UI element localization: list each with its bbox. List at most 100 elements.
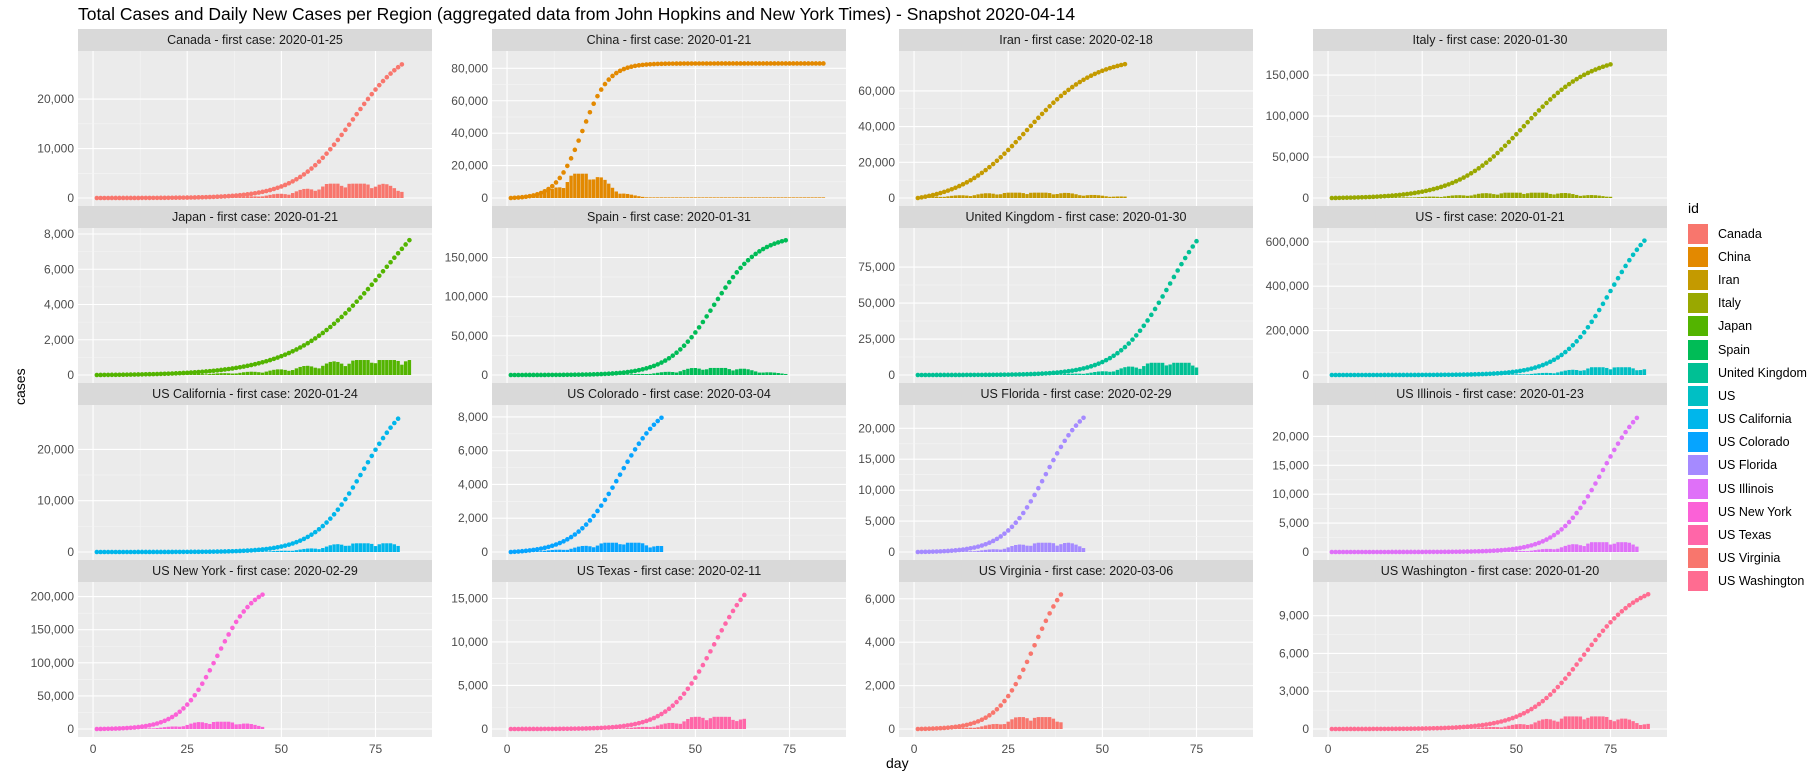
y-tick-label: 0 bbox=[67, 722, 74, 736]
daily-new-cases-bar bbox=[388, 185, 393, 198]
total-cases-point bbox=[1495, 720, 1500, 725]
total-cases-point bbox=[196, 195, 201, 200]
total-cases-point bbox=[938, 190, 943, 196]
facet-strip bbox=[78, 206, 432, 228]
total-cases-point bbox=[775, 240, 781, 245]
total-cases-point bbox=[508, 726, 514, 732]
total-cases-point bbox=[998, 703, 1003, 708]
total-cases-point bbox=[1036, 485, 1041, 491]
total-cases-point bbox=[1578, 334, 1583, 340]
daily-new-cases-bar bbox=[407, 360, 412, 375]
daily-new-cases-bar bbox=[1522, 374, 1526, 375]
total-cases-point bbox=[1370, 372, 1376, 378]
facet-strip-label: Japan - first case: 2020-01-21 bbox=[172, 210, 338, 224]
x-tick-label: 0 bbox=[90, 742, 97, 756]
total-cases-point bbox=[938, 372, 943, 378]
facet-strip-label: US Illinois - first case: 2020-01-23 bbox=[1396, 387, 1584, 401]
total-cases-point bbox=[207, 368, 213, 374]
total-cases-point bbox=[215, 368, 220, 373]
total-cases-point bbox=[659, 711, 664, 717]
daily-new-cases-bar bbox=[1514, 724, 1519, 729]
total-cases-point bbox=[358, 295, 363, 300]
total-cases-point bbox=[700, 61, 706, 66]
total-cases-point bbox=[1374, 372, 1380, 378]
daily-new-cases-bar bbox=[618, 544, 622, 552]
total-cases-point bbox=[775, 61, 781, 66]
total-cases-point bbox=[595, 508, 600, 514]
total-cases-point bbox=[711, 61, 717, 66]
total-cases-point bbox=[331, 142, 337, 147]
daily-new-cases-bar bbox=[226, 373, 231, 375]
total-cases-point bbox=[132, 372, 137, 377]
total-cases-point bbox=[934, 191, 939, 197]
total-cases-point bbox=[568, 372, 574, 378]
total-cases-point bbox=[1638, 242, 1643, 248]
legend-label: US New York bbox=[1718, 504, 1792, 519]
total-cases-point bbox=[169, 195, 175, 201]
total-cases-point bbox=[1348, 372, 1353, 378]
total-cases-point bbox=[975, 372, 981, 378]
daily-new-cases-bar bbox=[738, 719, 743, 729]
total-cases-point bbox=[1532, 365, 1538, 370]
daily-new-cases-bar bbox=[546, 190, 551, 198]
total-cases-point bbox=[373, 447, 378, 453]
daily-new-cases-bar bbox=[1439, 196, 1443, 198]
legend-item: United Kingdom bbox=[1688, 361, 1807, 384]
total-cases-point bbox=[674, 350, 679, 356]
total-cases-point bbox=[949, 548, 955, 553]
total-cases-point bbox=[527, 372, 532, 378]
daily-new-cases-bar bbox=[313, 367, 317, 375]
total-cases-point bbox=[1359, 726, 1365, 732]
total-cases-point bbox=[376, 273, 382, 279]
total-cases-point bbox=[587, 109, 593, 115]
daily-new-cases-bar bbox=[1593, 367, 1598, 375]
daily-new-cases-bar bbox=[689, 197, 694, 198]
total-cases-point bbox=[1544, 361, 1549, 366]
total-cases-point bbox=[312, 336, 318, 341]
total-cases-point bbox=[346, 491, 352, 496]
total-cases-point bbox=[583, 726, 589, 731]
daily-new-cases-bar bbox=[735, 721, 739, 729]
total-cases-point bbox=[531, 547, 536, 553]
total-cases-point bbox=[211, 549, 216, 554]
daily-new-cases-bar bbox=[656, 197, 660, 198]
daily-new-cases-bar bbox=[1096, 371, 1101, 375]
y-tick-label: 150,000 bbox=[445, 251, 489, 265]
daily-new-cases-bar bbox=[644, 373, 649, 375]
daily-new-cases-bar bbox=[667, 722, 671, 729]
daily-new-cases-bar bbox=[174, 726, 178, 729]
legend-item: Japan bbox=[1688, 315, 1807, 338]
facet-strip-label: Spain - first case: 2020-01-31 bbox=[587, 210, 751, 224]
y-tick-label: 15,000 bbox=[1272, 458, 1309, 472]
total-cases-point bbox=[282, 182, 288, 188]
total-cases-point bbox=[1547, 535, 1553, 540]
total-cases-point bbox=[598, 371, 604, 377]
daily-new-cases-bar bbox=[576, 546, 581, 552]
daily-new-cases-bar bbox=[765, 372, 769, 375]
total-cases-point bbox=[361, 291, 367, 296]
total-cases-point bbox=[286, 180, 292, 186]
total-cases-point bbox=[380, 268, 386, 274]
daily-new-cases-bar bbox=[264, 195, 268, 198]
daily-new-cases-bar bbox=[396, 360, 400, 375]
total-cases-point bbox=[651, 61, 657, 67]
y-tick-label: 200,000 bbox=[1266, 324, 1310, 338]
total-cases-point bbox=[1434, 185, 1440, 191]
daily-new-cases-bar bbox=[1066, 373, 1071, 375]
daily-new-cases-bar bbox=[377, 360, 381, 375]
daily-new-cases-bar bbox=[1070, 543, 1074, 552]
total-cases-point bbox=[222, 367, 228, 372]
total-cases-point bbox=[742, 61, 747, 66]
daily-new-cases-bar bbox=[1040, 717, 1044, 729]
daily-new-cases-bar bbox=[275, 369, 280, 375]
total-cases-point bbox=[169, 714, 175, 720]
daily-new-cases-bar bbox=[640, 726, 645, 729]
total-cases-point bbox=[915, 372, 921, 378]
total-cases-point bbox=[583, 372, 589, 377]
total-cases-point bbox=[1412, 549, 1417, 555]
daily-new-cases-bar bbox=[392, 360, 397, 375]
total-cases-point bbox=[1054, 370, 1060, 375]
daily-new-cases-bar bbox=[1059, 193, 1063, 198]
daily-new-cases-bar bbox=[196, 373, 201, 375]
daily-new-cases-bar bbox=[1443, 196, 1447, 198]
